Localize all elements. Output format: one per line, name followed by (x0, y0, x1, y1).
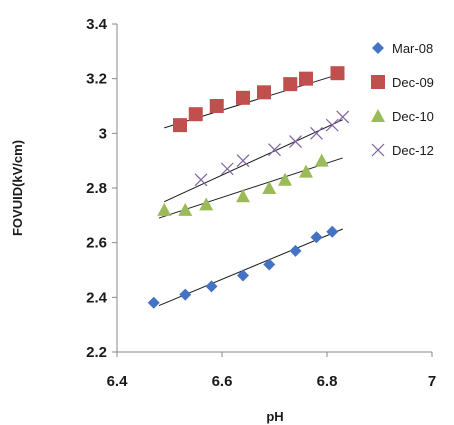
legend-label: Dec-09 (392, 75, 434, 90)
data-point-dec-12 (336, 110, 350, 124)
data-point-dec-12 (310, 126, 323, 140)
trendlines (158, 72, 343, 306)
legend-item-mar-08: Mar-08 (372, 41, 433, 56)
y-axis-ticks: 2.2 2.4 2.6 2.8 3 3.2 3.4 (86, 16, 117, 361)
x-tick-label: 6.6 (212, 373, 233, 390)
x-axis-ticks: 6.4 6.6 6.8 7 (107, 352, 436, 390)
data-point-dec-10 (278, 172, 292, 186)
y-tick-label: 2.4 (86, 289, 108, 306)
x-tick-label: 6.8 (317, 373, 338, 390)
legend-item-dec-12: Dec-12 (371, 143, 434, 158)
x-tick-label: 7 (428, 373, 436, 390)
legend: Mar-08 Dec-09 Dec-10 Dec-12 (371, 41, 434, 158)
data-point-dec-09 (173, 118, 187, 133)
trendline-mar-08 (158, 228, 343, 306)
data-point-dec-09 (236, 90, 250, 105)
legend-item-dec-10: Dec-10 (371, 109, 434, 124)
data-markers (147, 66, 350, 309)
plot-area: 2.2 2.4 2.6 2.8 3 3.2 3.4 6.4 6.6 6.8 7 (86, 16, 436, 390)
data-point-mar-08 (263, 258, 276, 271)
legend-marker (372, 42, 384, 54)
x-axis-title: pH (266, 409, 283, 424)
y-tick-label: 3.4 (86, 16, 108, 33)
data-point-dec-12 (268, 143, 281, 157)
data-point-dec-12 (289, 135, 302, 148)
data-point-dec-10 (199, 197, 214, 211)
data-point-dec-09 (209, 99, 224, 113)
legend-marker (371, 109, 385, 122)
data-point-mar-08 (147, 296, 160, 309)
data-point-dec-09 (283, 77, 298, 92)
data-point-dec-12 (220, 162, 234, 176)
y-axis-title: FOVUID(kV/cm) (10, 140, 25, 236)
x-tick-label: 6.4 (107, 373, 129, 390)
legend-item-dec-09: Dec-09 (371, 75, 434, 90)
data-point-mar-08 (289, 244, 302, 257)
data-point-dec-09 (299, 71, 313, 86)
y-tick-label: 3.2 (86, 71, 107, 88)
data-point-mar-08 (326, 225, 339, 238)
legend-marker (371, 75, 385, 89)
trendline-dec-10 (158, 157, 343, 219)
data-point-dec-12 (236, 154, 250, 168)
data-point-dec-10 (157, 202, 172, 216)
data-point-mar-08 (237, 269, 249, 282)
legend-marker (371, 143, 385, 157)
y-tick-label: 2.6 (86, 235, 107, 252)
data-point-mar-08 (205, 280, 218, 293)
data-point-dec-09 (257, 85, 271, 100)
data-point-dec-09 (188, 107, 203, 122)
y-tick-label: 2.8 (86, 180, 107, 197)
legend-label: Dec-10 (392, 109, 434, 124)
data-point-mar-08 (310, 231, 323, 244)
data-point-dec-09 (330, 66, 345, 81)
y-tick-label: 2.2 (86, 344, 107, 361)
data-point-dec-12 (325, 118, 339, 132)
legend-label: Dec-12 (392, 143, 434, 158)
data-point-dec-10 (299, 164, 313, 178)
data-point-dec-10 (236, 189, 250, 203)
data-point-mar-08 (179, 288, 192, 301)
data-point-dec-10 (262, 181, 277, 194)
legend-label: Mar-08 (392, 41, 433, 56)
data-point-dec-12 (194, 173, 208, 187)
y-tick-label: 3 (99, 125, 107, 142)
data-point-dec-10 (178, 202, 193, 216)
trendline-dec-12 (164, 119, 343, 203)
data-point-dec-10 (314, 153, 329, 167)
